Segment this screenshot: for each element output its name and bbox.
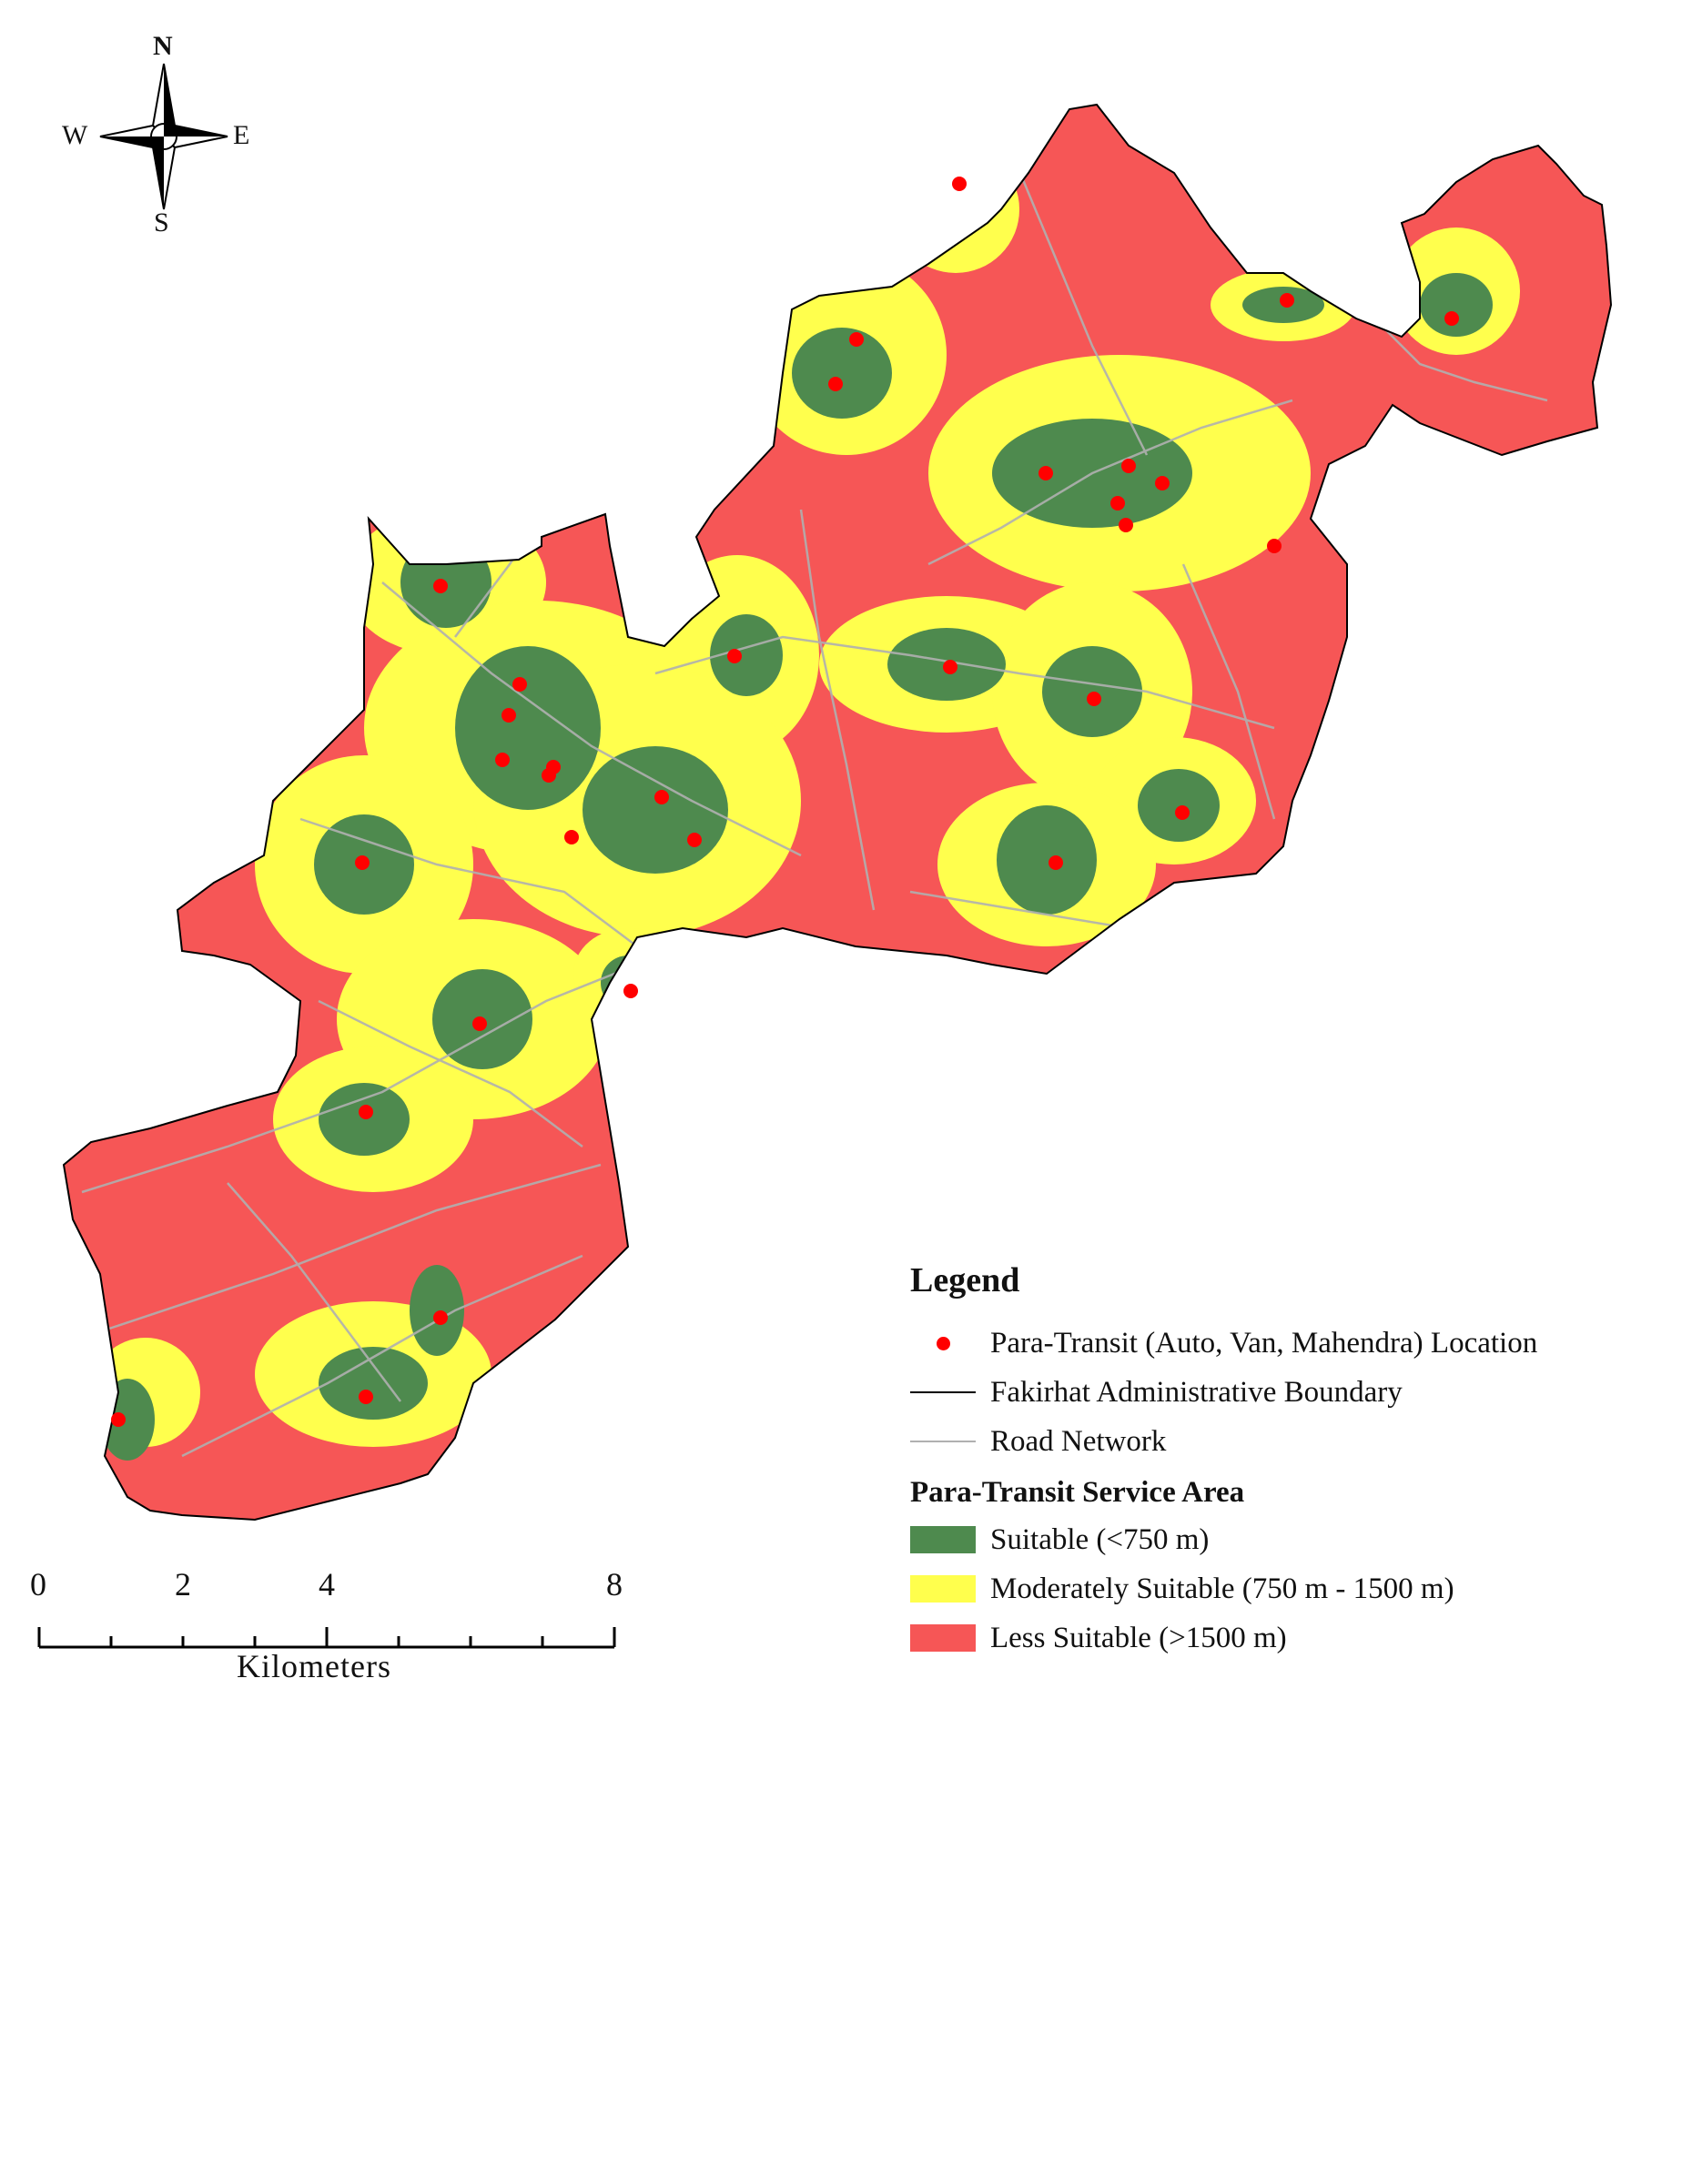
- para-transit-point: [433, 1310, 448, 1325]
- scale-tick-label: 4: [319, 1566, 335, 1603]
- legend-item-para-transit: Para-Transit (Auto, Van, Mahendra) Locat…: [910, 1319, 1638, 1368]
- legend-title: Legend: [910, 1261, 1020, 1299]
- legend: Legend Para-Transit (Auto, Van, Mahendra…: [910, 1260, 1638, 1663]
- para-transit-points: [111, 177, 1459, 1427]
- legend-label: Less Suitable (>1500 m): [990, 1621, 1287, 1654]
- grey-line-icon: [910, 1428, 976, 1455]
- scale-tick-label: 8: [606, 1566, 623, 1603]
- legend-label: Moderately Suitable (750 m - 1500 m): [990, 1572, 1454, 1605]
- compass-south: S: [154, 207, 169, 238]
- para-transit-point: [564, 830, 579, 844]
- compass-west: W: [62, 120, 88, 150]
- para-transit-point: [1110, 496, 1125, 511]
- para-transit-point: [1087, 692, 1101, 706]
- para-transit-point: [512, 677, 527, 692]
- north-arrow: N S W E: [62, 31, 264, 238]
- para-transit-point: [359, 1390, 373, 1404]
- legend-label: Suitable (<750 m): [990, 1522, 1210, 1556]
- scale-tick-label: 0: [30, 1566, 46, 1603]
- legend-item-moderately-suitable: Moderately Suitable (750 m - 1500 m): [910, 1564, 1638, 1613]
- red-swatch-icon: [910, 1624, 976, 1652]
- para-transit-point: [433, 579, 448, 593]
- para-transit-point: [472, 1016, 487, 1031]
- para-transit-point: [359, 1105, 373, 1119]
- legend-item-less-suitable: Less Suitable (>1500 m): [910, 1613, 1638, 1663]
- legend-label: Road Network: [990, 1424, 1167, 1458]
- para-transit-point: [623, 984, 638, 998]
- legend-item-suitable: Suitable (<750 m): [910, 1515, 1638, 1564]
- para-transit-point: [495, 753, 510, 767]
- point-symbol-icon: [910, 1330, 976, 1357]
- para-transit-point: [1175, 805, 1190, 820]
- yellow-swatch-icon: [910, 1575, 976, 1603]
- scale-bar-graphic: [37, 1627, 616, 1649]
- scale-bar: 0 2 4 8 Kilometers: [27, 1565, 646, 1693]
- service-area-title: Para-Transit Service Area: [910, 1475, 1245, 1509]
- legend-item-boundary: Fakirhat Administrative Boundary: [910, 1368, 1638, 1417]
- para-transit-point: [1121, 459, 1136, 473]
- para-transit-point: [1280, 293, 1294, 308]
- suitable-area: [100, 159, 1493, 1461]
- legend-label: Fakirhat Administrative Boundary: [990, 1375, 1403, 1409]
- black-line-icon: [910, 1379, 976, 1406]
- compass-rose-icon: [99, 63, 228, 210]
- para-transit-point: [355, 855, 370, 870]
- para-transit-point: [1049, 855, 1063, 870]
- compass-north: N: [153, 31, 173, 61]
- para-transit-point: [727, 649, 742, 663]
- para-transit-point: [1444, 311, 1459, 326]
- para-transit-point: [1155, 476, 1170, 490]
- para-transit-point: [1039, 466, 1053, 480]
- legend-label: Para-Transit (Auto, Van, Mahendra) Locat…: [990, 1326, 1538, 1360]
- compass-east: E: [233, 120, 250, 150]
- scale-unit: Kilometers: [237, 1648, 391, 1684]
- legend-item-road: Road Network: [910, 1417, 1638, 1466]
- green-swatch-icon: [910, 1526, 976, 1553]
- para-transit-point: [1119, 518, 1133, 532]
- para-transit-point: [654, 790, 669, 804]
- para-transit-point: [952, 177, 967, 191]
- para-transit-point: [687, 833, 702, 847]
- para-transit-point: [849, 332, 864, 347]
- para-transit-point: [502, 708, 516, 723]
- scale-tick-label: 2: [175, 1566, 191, 1603]
- para-transit-point: [1267, 539, 1282, 553]
- para-transit-point: [542, 768, 556, 783]
- para-transit-point: [828, 377, 843, 391]
- para-transit-point: [943, 660, 957, 674]
- para-transit-point: [111, 1412, 126, 1427]
